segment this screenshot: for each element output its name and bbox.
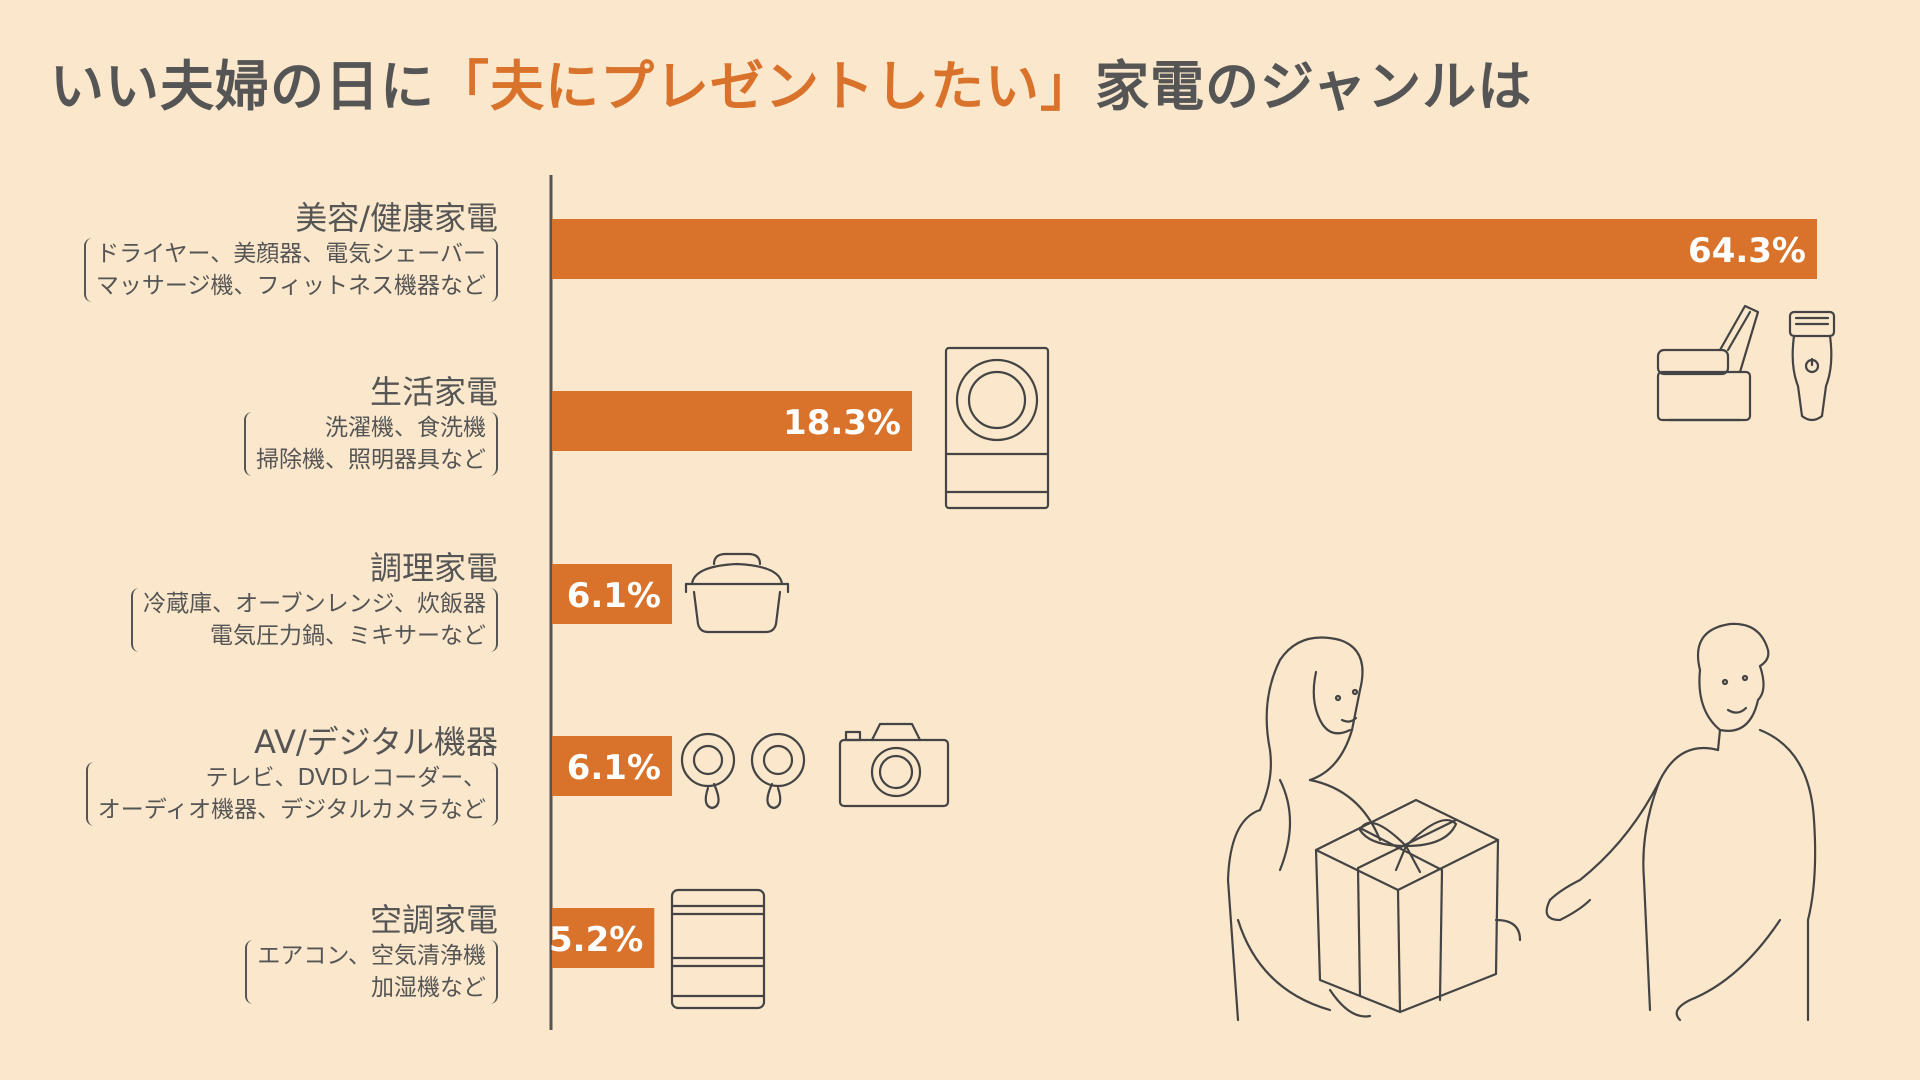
bar-value-label-2: 6.1% — [567, 576, 661, 616]
category-note-line-4-0: エアコン、空気清浄機 — [257, 943, 486, 969]
pressure-cooker-icon — [684, 552, 790, 634]
category-name-1: 生活家電 — [369, 373, 498, 411]
bar-4 — [552, 908, 655, 968]
category-note-line-3-1: オーディオ機器、デジタルカメラなど — [97, 797, 486, 823]
category-note-line-1-0: 洗濯機、食洗機 — [325, 415, 486, 441]
bar-1 — [552, 391, 913, 451]
bar-0 — [552, 219, 1817, 279]
category-note-4: エアコン、空気清浄機加湿機など — [245, 940, 498, 1004]
category-note-1: 洗濯機、食洗機掃除機、照明器具など — [244, 412, 498, 476]
bar-value-label-1: 18.3% — [783, 403, 901, 443]
bar-value-label-4: 5.2% — [549, 920, 643, 960]
chart-title: いい夫婦の日に「夫にプレゼントしたい」家電のジャンルは — [50, 42, 1532, 121]
bar-value-label-0: 64.3% — [1688, 231, 1806, 271]
category-name-4: 空調家電 — [369, 901, 498, 939]
washing-machine-icon — [944, 346, 1050, 510]
category-note-line-3-0: テレビ、DVDレコーダー、 — [205, 765, 486, 791]
category-name-3: AV/デジタル機器 — [254, 723, 498, 761]
bar-value-label-3: 6.1% — [567, 748, 661, 788]
shaver-icon — [1782, 306, 1842, 426]
category-name-2: 調理家電 — [369, 549, 498, 587]
category-label-block-2: 調理家電冷蔵庫、オーブンレンジ、炊飯器電気圧力鍋、ミキサーなど — [28, 548, 498, 652]
category-label-block-3: AV/デジタル機器テレビ、DVDレコーダー、オーディオ機器、デジタルカメラなど — [28, 722, 498, 826]
massage-chair-icon — [1650, 300, 1760, 425]
air-purifier-icon — [670, 888, 766, 1010]
title-prefix: いい夫婦の日に — [50, 55, 435, 118]
category-label-block-0: 美容/健康家電 ドライヤー、美顔器、電気シェーバー マッサージ機、フィットネス機器な… — [28, 198, 498, 302]
camera-icon — [838, 720, 950, 808]
category-note-0: ドライヤー、美顔器、電気シェーバー マッサージ機、フィットネス機器など — [83, 238, 498, 302]
category-note-line-2-1: 電気圧力鍋、ミキサーなど — [210, 623, 486, 649]
bar-3 — [552, 736, 673, 796]
category-note-line-0-1: マッサージ機、フィットネス機器など — [95, 273, 486, 299]
category-note-line-1-1: 掃除機、照明器具など — [256, 447, 486, 473]
title-highlight: 「夫にプレゼントしたい」 — [435, 55, 1095, 118]
title-suffix: 家電のジャンルは — [1095, 55, 1533, 118]
bar-2 — [552, 564, 673, 624]
category-label-block-4: 空調家電エアコン、空気清浄機加湿機など — [28, 900, 498, 1004]
category-note-3: テレビ、DVDレコーダー、オーディオ機器、デジタルカメラなど — [85, 762, 498, 826]
category-name-0: 美容/健康家電 — [295, 199, 498, 237]
category-note-2: 冷蔵庫、オーブンレンジ、炊飯器電気圧力鍋、ミキサーなど — [131, 588, 498, 652]
category-note-line-0-0: ドライヤー、美顔器、電気シェーバー — [96, 241, 486, 267]
couple-gift-illustration — [1220, 620, 1820, 1040]
category-note-line-2-0: 冷蔵庫、オーブンレンジ、炊飯器 — [143, 591, 486, 617]
category-label-block-1: 生活家電洗濯機、食洗機掃除機、照明器具など — [28, 372, 498, 476]
earbuds-icon — [678, 726, 808, 816]
category-note-line-4-1: 加湿機など — [371, 975, 486, 1001]
